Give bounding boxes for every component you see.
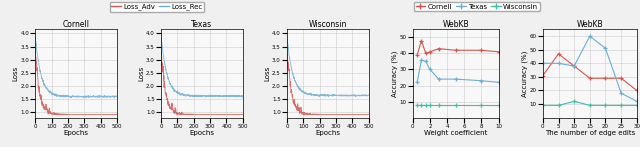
Y-axis label: Accuracy (%): Accuracy (%) xyxy=(522,50,528,97)
X-axis label: The number of edge edits: The number of edge edits xyxy=(545,130,635,136)
Title: WebKB: WebKB xyxy=(442,20,469,29)
Title: Wisconsin: Wisconsin xyxy=(308,20,347,29)
Y-axis label: Loss: Loss xyxy=(264,66,271,81)
X-axis label: Epochs: Epochs xyxy=(63,130,88,136)
Title: Cornell: Cornell xyxy=(63,20,90,29)
X-axis label: Weight coefficient: Weight coefficient xyxy=(424,130,488,136)
Y-axis label: Accuracy (%): Accuracy (%) xyxy=(392,50,398,97)
Legend: Loss_Adv, Loss_Rec: Loss_Adv, Loss_Rec xyxy=(109,2,204,12)
Legend: Cornell, Texas, Wisconsin: Cornell, Texas, Wisconsin xyxy=(414,2,540,11)
Title: Texas: Texas xyxy=(191,20,212,29)
Title: WebKB: WebKB xyxy=(577,20,603,29)
Y-axis label: Loss: Loss xyxy=(13,66,19,81)
X-axis label: Epochs: Epochs xyxy=(189,130,214,136)
Y-axis label: Loss: Loss xyxy=(139,66,145,81)
X-axis label: Epochs: Epochs xyxy=(316,130,340,136)
